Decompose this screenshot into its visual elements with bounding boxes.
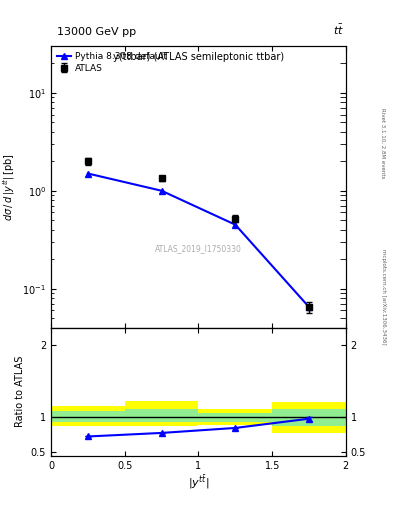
Y-axis label: $d\sigma\,/\,d\,|y^{t\bar{t}}|\,[\mathrm{pb}]$: $d\sigma\,/\,d\,|y^{t\bar{t}}|\,[\mathrm…: [0, 153, 17, 221]
Text: $t\bar{t}$: $t\bar{t}$: [333, 23, 344, 37]
Bar: [51, 406, 125, 426]
Bar: [51, 411, 125, 421]
Text: mcplots.cern.ch [arXiv:1306.3436]: mcplots.cern.ch [arXiv:1306.3436]: [381, 249, 386, 345]
Pythia 8.308 default: [159, 188, 164, 194]
Pythia 8.308 default: [86, 170, 90, 177]
Text: 13000 GeV pp: 13000 GeV pp: [57, 27, 136, 37]
Line: Pythia 8.308 default: Pythia 8.308 default: [84, 170, 312, 310]
Legend: Pythia 8.308 default, ATLAS: Pythia 8.308 default, ATLAS: [54, 49, 170, 77]
Bar: [125, 410, 198, 421]
Text: y(ttbar) (ATLAS semileptonic ttbar): y(ttbar) (ATLAS semileptonic ttbar): [113, 52, 284, 62]
Bar: [125, 401, 198, 426]
Bar: [272, 410, 346, 426]
Pythia 8.308 default: [307, 304, 311, 310]
Y-axis label: Ratio to ATLAS: Ratio to ATLAS: [15, 356, 25, 428]
Pythia 8.308 default: [233, 222, 238, 228]
Bar: [198, 410, 272, 425]
Bar: [272, 402, 346, 433]
Text: ATLAS_2019_I1750330: ATLAS_2019_I1750330: [155, 244, 242, 253]
Bar: [198, 413, 272, 421]
Text: Rivet 3.1.10, 2.8M events: Rivet 3.1.10, 2.8M events: [381, 108, 386, 179]
X-axis label: $|y^{t\bar{t}}|$: $|y^{t\bar{t}}|$: [188, 473, 209, 491]
